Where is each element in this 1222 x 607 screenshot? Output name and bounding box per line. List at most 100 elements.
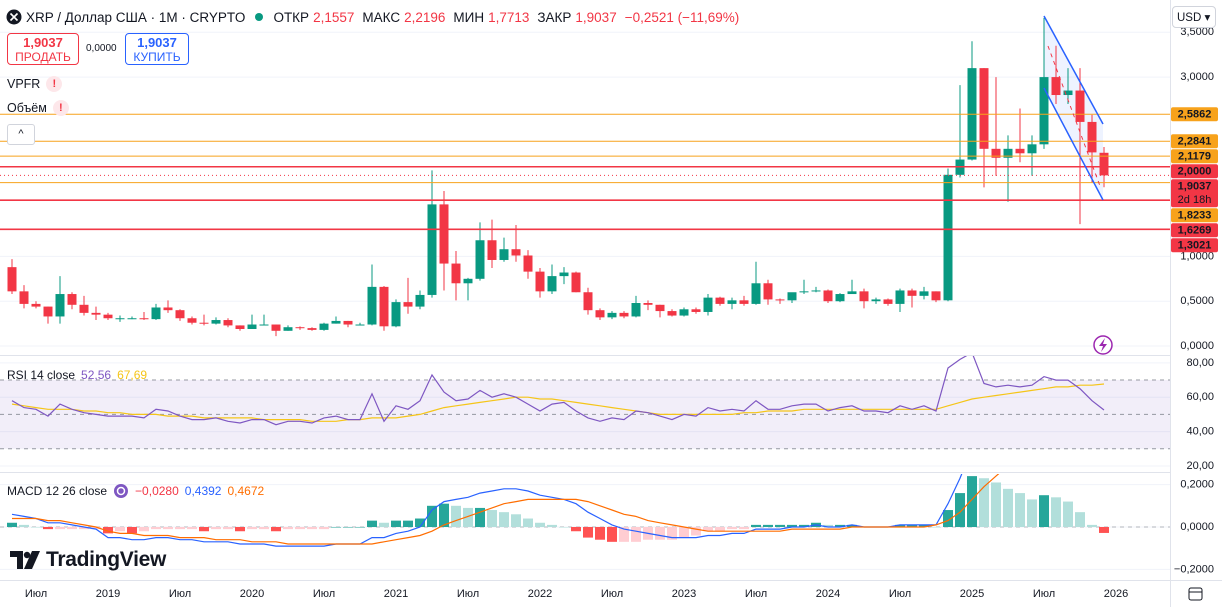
histogram-bar [259,527,269,530]
study-row[interactable]: Объём! [7,100,69,116]
candle-body [655,304,665,312]
histogram-bar [343,527,353,528]
collapse-button[interactable]: ^ [7,124,35,145]
price-label-bg [1171,238,1218,253]
y-tick-label: 1,0000 [1180,250,1214,262]
histogram-bar [619,527,629,542]
study-name: Объём [7,101,47,115]
price-label-bg [1171,149,1218,164]
price-label-bg [1171,208,1218,223]
candle-body [943,174,953,301]
histogram-bar [163,527,173,530]
ohlc-value: 2,2196 [404,9,446,25]
axes: Июл 2019 Июл 2020 Июл 2021 Июл 2022 Июл 2023 Июл 20… [25,26,1218,600]
histogram-bar [931,527,941,528]
alert-icon[interactable] [1093,335,1113,355]
histogram-bar [139,527,149,532]
candle-body [355,324,365,326]
histogram-bar [43,527,53,530]
histogram-bar [295,527,305,530]
calendar-icon[interactable] [1188,587,1203,601]
histogram-bar [703,527,713,532]
x-tick-label: Июл [457,588,479,600]
histogram-bar [967,476,977,527]
y-tick-label: 0,2000 [1180,479,1214,491]
histogram-bar [727,527,737,530]
histogram-bar [367,520,377,527]
candle-body [331,320,341,324]
histogram-bar [391,520,401,527]
macd-pane [0,474,1170,547]
candle-body [235,325,245,330]
ohlc-value: 1,7713 [488,9,530,25]
candle-body [379,286,389,327]
candle-body [307,328,317,330]
symbol-title: XRP / Доллар США · 1M · CRYPTO [26,9,246,25]
candle-body [1099,152,1109,176]
histogram-bar [31,527,41,528]
histogram-bar [283,527,293,530]
current-price-label: 1,9037 [1178,181,1212,193]
buy-button[interactable]: 1,9037 КУПИТЬ [125,33,189,65]
study-name: VPFR [7,77,41,91]
histogram-bar [499,512,509,527]
candle-body [475,240,485,279]
ohlc-value: 2,1557 [313,9,355,25]
y-tick-label: −0,2000 [1174,563,1214,575]
candle-body [619,312,629,317]
symbol-header: XRP / Доллар США · 1M · CRYPTO ОТКР 2,155… [6,9,739,25]
x-tick-label: Июл [169,588,191,600]
candle-body [643,303,653,305]
candle-body [931,291,941,301]
candle-body [91,312,101,315]
candle-body [1063,90,1073,96]
histogram-bar [247,527,257,530]
legend-value: 0,4392 [184,484,222,498]
candle-body [679,309,689,316]
sell-price: 1,9037 [23,35,63,50]
macd-line [12,474,1000,545]
candle-body [343,320,353,325]
candle-body [295,327,305,329]
candle-body [787,292,797,301]
histogram-bar [475,507,485,527]
candle-body [547,276,557,292]
x-tick-label: 2024 [816,588,840,600]
candle-body [223,320,233,326]
settings-icon[interactable] [113,483,129,499]
candle-body [859,291,869,302]
price-label-bg [1171,223,1218,238]
candle-body [823,290,833,302]
candle-body [1003,148,1013,158]
candle-body [727,300,737,304]
histogram-bar [415,518,425,527]
candle-body [883,299,893,304]
currency-select[interactable]: USD ▾ [1172,6,1216,28]
y-tick-label: 3,0000 [1180,71,1214,83]
candle-body [703,297,713,312]
candle-body [763,283,773,300]
candle-body [775,299,785,301]
candle-body [151,307,161,320]
candle-body [871,299,881,302]
histogram-bar [271,527,281,532]
candle-body [403,302,413,307]
legend-value: 0,4672 [227,484,265,498]
candle-body [175,310,185,319]
price-label: 1,6269 [1178,225,1212,237]
histogram-bar [919,524,929,527]
x-tick-label: Июл [745,588,767,600]
spread: 0,0000 [86,43,117,54]
histogram-bar [175,527,185,530]
candle-body [163,307,173,311]
sell-button[interactable]: 1,9037 ПРОДАТЬ [7,33,79,65]
histogram-bar [91,527,101,530]
study-row[interactable]: VPFR! [7,76,63,92]
histogram-bar [403,520,413,527]
symbol-icon [6,9,22,25]
histogram-bar [979,478,989,527]
indicator-title: MACD 12 26 close [7,484,108,498]
histogram-bar [115,527,125,532]
price-label-bg [1171,134,1218,149]
